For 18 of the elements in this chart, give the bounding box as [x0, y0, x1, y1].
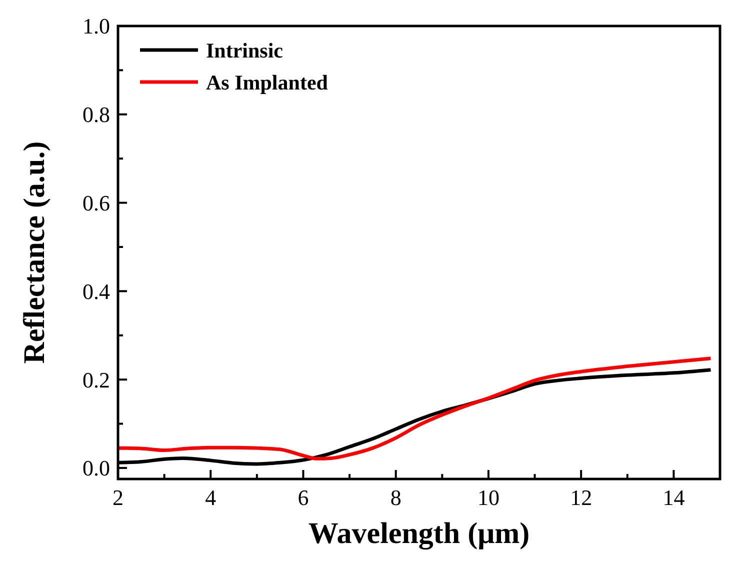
x-tick-label: 6 [298, 485, 309, 510]
y-tick-label: 0.8 [82, 102, 110, 128]
x-tick-label: 4 [205, 485, 216, 510]
x-tick-label: 10 [477, 485, 500, 510]
line-series [118, 356, 712, 460]
y-tick-label: 1.0 [82, 14, 110, 39]
y-tick-label: 0.4 [82, 278, 110, 304]
x-tick-label: 12 [570, 485, 592, 510]
y-axis-title: Reflectance (a.u.) [18, 141, 51, 364]
y-tick-label: 0.6 [82, 190, 110, 216]
legend-label: Intrinsic [206, 38, 284, 62]
y-tick-label: 0.2 [82, 367, 110, 392]
legend-label: As Implanted [206, 70, 328, 94]
x-tick-label: 2 [112, 485, 124, 510]
x-tick-label: 14 [662, 485, 685, 510]
y-tick-label: 0.0 [82, 456, 110, 481]
x-tick-label: 8 [390, 485, 402, 510]
x-axis-title: Wavelength (μm) [308, 517, 530, 550]
